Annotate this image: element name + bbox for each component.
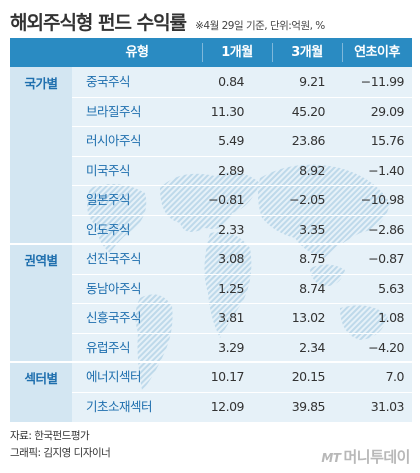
table-row: 중국주식 0.84 9.21 −11.99 xyxy=(72,69,412,94)
fund-type-name: 동남아주식 xyxy=(86,280,142,296)
chart-title: 해외주식형 펀드 수익률 xyxy=(10,12,187,34)
header-divider xyxy=(272,43,273,62)
row-divider xyxy=(72,155,412,157)
row-divider xyxy=(72,214,412,216)
header-divider xyxy=(342,43,343,62)
return-3-month: 23.86 xyxy=(291,133,326,148)
return-ytd: 31.03 xyxy=(370,398,405,414)
return-1-month: 3.08 xyxy=(218,251,244,266)
col-header-3m: 3개월 xyxy=(291,45,323,60)
group-divider xyxy=(10,361,412,363)
fund-type-name: 신흥국주식 xyxy=(86,310,142,325)
fund-type-name: 유럽주식 xyxy=(86,339,131,355)
fund-type-name: 러시아주식 xyxy=(86,133,142,148)
header-divider xyxy=(202,43,203,62)
return-1-month: 3.81 xyxy=(218,310,244,325)
table-row: 기초소재섹터 12.09 39.85 31.03 xyxy=(72,394,412,419)
chart-note: ※4월 29일 기준, 단위:억원, % xyxy=(195,20,325,32)
fund-type-name: 일본주식 xyxy=(86,192,131,207)
return-1-month: 0.84 xyxy=(218,74,244,89)
group-divider xyxy=(10,243,412,245)
return-ytd: −4.20 xyxy=(368,339,404,355)
return-1-month: 5.49 xyxy=(218,133,244,148)
group-label: 권역별 xyxy=(24,253,58,268)
return-ytd: −1.40 xyxy=(368,162,404,178)
return-ytd: 15.76 xyxy=(370,133,405,148)
return-ytd: 29.09 xyxy=(370,103,405,119)
row-divider xyxy=(72,126,412,127)
return-ytd: −2.86 xyxy=(368,221,404,237)
return-ytd: 7.0 xyxy=(385,369,405,384)
row-divider xyxy=(72,273,412,275)
row-divider xyxy=(72,96,412,98)
return-1-month: 10.17 xyxy=(210,369,245,384)
table-row: 신흥국주식 3.81 13.02 1.08 xyxy=(72,305,412,330)
logo-name: 머니투데이 xyxy=(343,448,410,466)
return-1-month: 3.29 xyxy=(218,339,244,355)
group-label: 국가별 xyxy=(24,76,58,91)
table-row: 선진국주식 3.08 8.75 −0.87 xyxy=(72,246,412,271)
return-ytd: −11.99 xyxy=(360,74,405,89)
publisher-logo: MT 머니투데이 xyxy=(321,446,410,467)
row-divider xyxy=(72,303,412,304)
return-1-month: 2.33 xyxy=(218,221,244,237)
return-3-month: 45.20 xyxy=(291,103,326,119)
footer: 자료: 한국펀드평가 그래픽: 김지영 디자이너 xyxy=(10,428,111,462)
source-credit: 자료: 한국펀드평가 xyxy=(10,430,90,442)
fund-type-name: 미국주식 xyxy=(86,162,131,178)
table-row: 브라질주식 11.30 45.20 29.09 xyxy=(72,99,412,124)
logo-mark: MT xyxy=(321,451,341,465)
table-row: 인도주식 2.33 3.35 −2.86 xyxy=(72,217,412,242)
return-1-month: 2.89 xyxy=(218,162,244,178)
table-row: 동남아주식 1.25 8.74 5.63 xyxy=(72,276,412,301)
fund-return-table: 유형 1개월 3개월 연초이후 국가별 중국주식 0.84 9.21 −11.99 브라질… xyxy=(10,38,412,422)
col-header-ytd: 연초이후 xyxy=(354,45,400,60)
col-header-type: 유형 xyxy=(125,45,149,60)
table-row: 에너지섹터 10.17 20.15 7.0 xyxy=(72,364,412,389)
return-ytd: −0.87 xyxy=(368,251,404,266)
row-divider xyxy=(72,185,412,186)
return-3-month: 3.35 xyxy=(299,221,325,237)
row-divider xyxy=(72,391,412,393)
fund-type-name: 인도주식 xyxy=(86,221,131,237)
return-1-month: 1.25 xyxy=(218,280,244,296)
return-3-month: 8.74 xyxy=(299,280,325,296)
return-1-month: 12.09 xyxy=(210,398,245,414)
return-1-month: 11.30 xyxy=(210,103,245,119)
table-row: 유럽주식 3.29 2.34 −4.20 xyxy=(72,335,412,360)
group-label: 섹터별 xyxy=(24,371,58,386)
return-3-month: 8.92 xyxy=(299,162,325,178)
table-header: 유형 1개월 3개월 연초이후 xyxy=(10,38,412,67)
col-header-1m: 1개월 xyxy=(221,45,253,60)
graphic-credit: 그래픽: 김지영 디자이너 xyxy=(10,447,111,459)
fund-type-name: 선진국주식 xyxy=(86,251,142,266)
row-divider xyxy=(72,332,412,334)
world-map-watermark xyxy=(87,164,390,390)
table-row: 러시아주식 5.49 23.86 15.76 xyxy=(72,128,412,153)
fund-type-name: 브라질주식 xyxy=(86,103,142,119)
return-3-month: −2.05 xyxy=(289,192,325,207)
return-3-month: 9.21 xyxy=(299,74,325,89)
return-3-month: 2.34 xyxy=(299,339,325,355)
return-3-month: 39.85 xyxy=(291,398,326,414)
fund-type-name: 기초소재섹터 xyxy=(86,398,153,414)
table-row: 일본주식 −0.81 −2.05 −10.98 xyxy=(72,187,412,212)
fund-type-name: 에너지섹터 xyxy=(86,369,142,384)
title-bar: 해외주식형 펀드 수익률 ※4월 29일 기준, 단위:억원, % xyxy=(10,8,412,36)
return-ytd: 1.08 xyxy=(378,310,404,325)
fund-type-name: 중국주식 xyxy=(86,74,131,89)
table-row: 미국주식 2.89 8.92 −1.40 xyxy=(72,158,412,183)
return-1-month: −0.81 xyxy=(208,192,244,207)
return-3-month: 13.02 xyxy=(291,310,326,325)
return-3-month: 8.75 xyxy=(299,251,325,266)
return-ytd: 5.63 xyxy=(378,280,404,296)
return-ytd: −10.98 xyxy=(360,192,405,207)
return-3-month: 20.15 xyxy=(291,369,326,384)
